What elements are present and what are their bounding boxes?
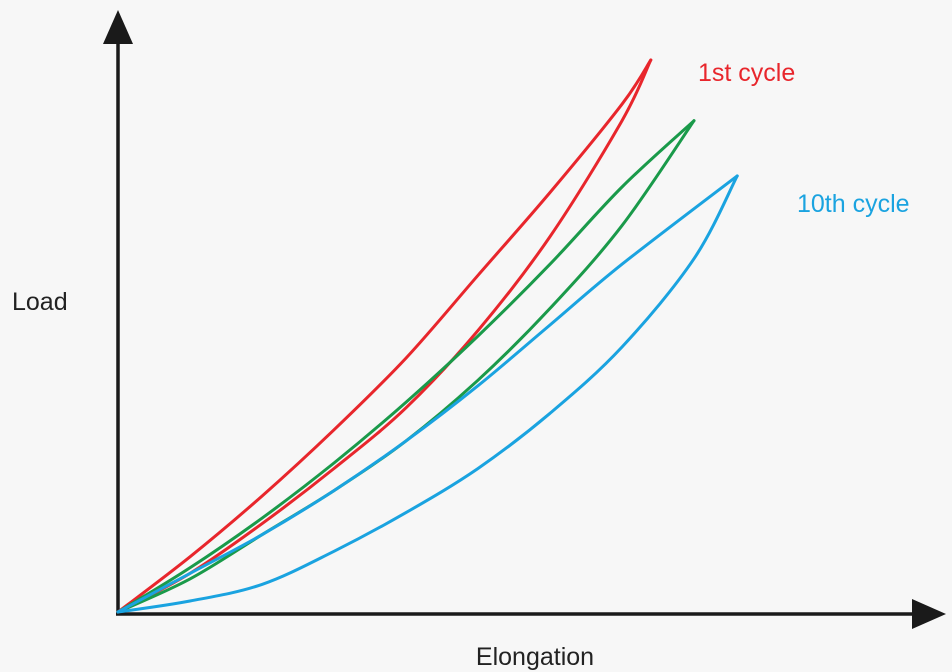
series-1st-cycle-unloading-curve xyxy=(116,58,653,614)
series-label-10th-cycle: 10th cycle xyxy=(797,190,910,218)
series-intermediate-cycle-loading-curve xyxy=(116,119,696,614)
series-intermediate-cycle-unloading-curve xyxy=(116,119,696,614)
series-10th-cycle-unloading-curve xyxy=(116,174,739,614)
series-10th-cycle-loading-curve xyxy=(116,174,739,614)
y-axis-arrow-icon xyxy=(103,10,133,44)
x-axis-arrow-icon xyxy=(912,599,946,629)
series-label-1st-cycle: 1st cycle xyxy=(698,59,795,87)
curves-group xyxy=(116,58,739,614)
x-axis-title: Elongation xyxy=(476,643,594,671)
y-axis-title: Load xyxy=(12,288,68,316)
series-1st-cycle-loading-curve xyxy=(116,58,653,614)
